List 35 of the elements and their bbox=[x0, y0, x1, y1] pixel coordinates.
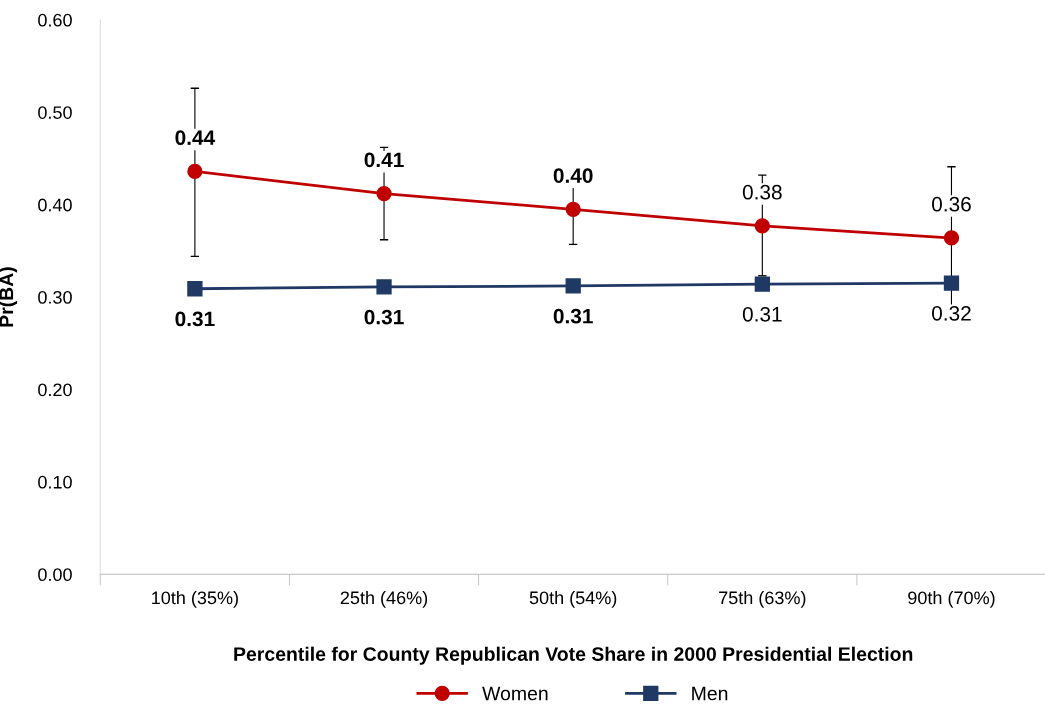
data-label: 0.38 bbox=[742, 184, 782, 200]
point bbox=[565, 278, 581, 294]
data-label: 0.32 bbox=[932, 305, 971, 321]
data-label: 0.40 bbox=[553, 168, 593, 183]
x-tick-label: 90th (70%) bbox=[908, 590, 995, 608]
data-label: 0.31 bbox=[553, 308, 593, 324]
y-tick-label: 0.60 bbox=[38, 13, 72, 27]
x-tick-label: 25th (46%) bbox=[340, 590, 428, 608]
legend-label: Women bbox=[482, 686, 548, 701]
y-tick-label: 0.00 bbox=[38, 568, 72, 582]
y-tick-label: 0.10 bbox=[38, 475, 72, 489]
data-label: 0.31 bbox=[175, 311, 215, 327]
point bbox=[565, 201, 581, 217]
point bbox=[376, 279, 392, 295]
legend-label: Men bbox=[692, 686, 728, 701]
x-tick-label: 50th (54%) bbox=[529, 590, 617, 608]
y-tick-label: 0.30 bbox=[38, 291, 72, 304]
y-tick-label: 0.20 bbox=[38, 383, 72, 397]
point bbox=[376, 185, 392, 202]
y-tick-label: 0.40 bbox=[38, 198, 72, 212]
x-tick-label: 10th (35%) bbox=[152, 590, 238, 608]
data-label: 0.41 bbox=[364, 152, 404, 168]
point bbox=[943, 275, 960, 291]
data-label: 0.44 bbox=[175, 130, 216, 146]
data-label: 0.31 bbox=[364, 309, 404, 325]
point bbox=[187, 163, 203, 180]
point bbox=[754, 218, 770, 234]
point bbox=[754, 276, 770, 292]
data-label: 0.36 bbox=[932, 196, 971, 212]
point bbox=[943, 230, 960, 246]
y-tick-label: 0.50 bbox=[38, 106, 72, 119]
x-axis-title: Percentile for County Republican Vote Share in 2000 Presidential Election bbox=[234, 646, 913, 665]
x-tick-label: 75th (63%) bbox=[719, 590, 806, 608]
data-label: 0.31 bbox=[742, 306, 782, 322]
point bbox=[187, 281, 203, 297]
